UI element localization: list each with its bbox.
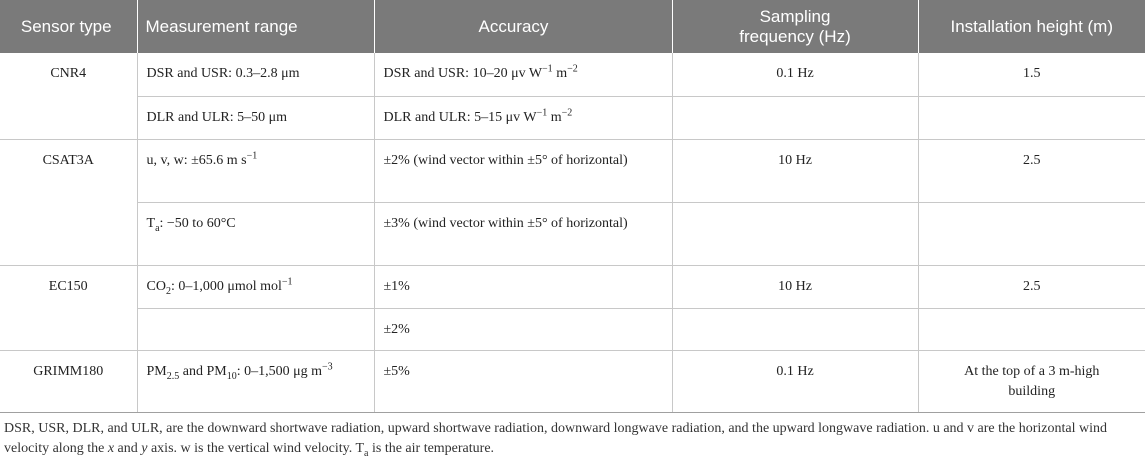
cell-frequency-empty <box>672 96 919 140</box>
superscript: −1 <box>542 63 553 75</box>
footnote-text: axis. w is the vertical wind velocity. T <box>147 441 365 456</box>
header-installation-height: Installation height (m) <box>917 0 1145 53</box>
cell-height: 2.5 <box>918 139 1145 203</box>
table-footnote: DSR, USR, DLR, and ULR, are the downward… <box>0 413 1145 459</box>
footnote-text: and <box>114 441 142 456</box>
table-row: CNR4 DSR and USR: 0.3–2.8 μm DSR and USR… <box>0 53 1145 140</box>
superscript: −2 <box>561 107 573 119</box>
cell-sensor-csat3a: CSAT3A <box>0 139 138 266</box>
cell-frequency: 10 Hz <box>672 265 919 309</box>
superscript: −1 <box>281 276 293 288</box>
cell-sensor-ec150: EC150 <box>0 265 138 351</box>
cell-range: DLR and ULR: 5–50 μm <box>137 96 375 140</box>
subscript: a <box>155 222 160 234</box>
subscript: 10 <box>226 370 237 382</box>
text: DSR and USR: 10–20 μv W <box>383 66 543 81</box>
cell-height: 2.5 <box>918 265 1145 309</box>
footnote-text: DSR, USR, DLR, and ULR, are the downward… <box>4 421 1107 456</box>
subscript: 2.5 <box>166 370 180 382</box>
header-measurement-range: Measurement range <box>136 0 375 53</box>
cell-accuracy: ±3% (wind vector within ±5° of horizonta… <box>374 202 673 266</box>
cell-sensor-grimm180: GRIMM180 <box>0 350 138 413</box>
table-row: Ta: −50 to 60°C ±3% (wind vector within … <box>0 202 1145 266</box>
table-row: ±2% <box>0 308 1145 351</box>
text: m <box>552 66 568 81</box>
text: PM <box>146 364 167 379</box>
table-row: GRIMM180 PM2.5 and PM10: 0–1,500 μg m−3 … <box>0 350 1145 413</box>
cell-frequency: 10 Hz <box>672 139 919 203</box>
cell-range: DSR and USR: 0.3–2.8 μm <box>137 53 375 97</box>
cell-range: Ta: −50 to 60°C <box>137 202 375 266</box>
footnote-text: is the air temperature. <box>368 441 495 456</box>
cell-height: At the top of a 3 m-high building <box>918 350 1145 413</box>
table-row: EC150 CO2: 0–1,000 μmol mol−1 ±1% 10 Hz … <box>0 265 1145 351</box>
header-sampling-frequency: Sampling frequency (Hz) <box>671 0 919 53</box>
cell-accuracy: ±5% <box>374 350 673 413</box>
text: u, v, w: ±65.6 m s <box>146 153 247 168</box>
table-row: DLR and ULR: 5–50 μm DLR and ULR: 5–15 μ… <box>0 96 1145 140</box>
superscript: −2 <box>567 63 578 75</box>
sensor-specification-table: Sensor type Measurement range Accuracy S… <box>0 0 1145 413</box>
header-row: Sensor type Measurement range Accuracy S… <box>0 0 1145 53</box>
footnote-x: x <box>107 441 115 456</box>
cell-height: 1.5 <box>918 53 1145 97</box>
superscript: −1 <box>246 150 258 162</box>
cell-height-empty <box>918 308 1145 351</box>
header-accuracy: Accuracy <box>373 0 673 53</box>
text: : 0–1,500 μg m <box>236 364 322 379</box>
text: and PM <box>179 364 227 379</box>
cell-accuracy: ±2% <box>374 308 673 351</box>
cell-accuracy: ±1% <box>374 265 673 309</box>
cell-frequency-empty <box>672 308 919 351</box>
text: : 0–1,000 μmol mol <box>170 279 282 294</box>
cell-height-empty <box>918 96 1145 140</box>
text: T <box>146 216 156 231</box>
table-body: CNR4 DSR and USR: 0.3–2.8 μm DSR and USR… <box>0 53 1145 413</box>
cell-range: u, v, w: ±65.6 m s−1 <box>137 139 375 203</box>
table-row: CSAT3A u, v, w: ±65.6 m s−1 ±2% (wind ve… <box>0 139 1145 266</box>
table-header: Sensor type Measurement range Accuracy S… <box>0 0 1145 53</box>
text: : −50 to 60°C <box>159 216 236 231</box>
header-sensor-type: Sensor type <box>0 0 138 53</box>
superscript: −1 <box>536 107 548 119</box>
cell-range-empty <box>137 308 375 351</box>
text: m <box>547 110 562 125</box>
subscript: a <box>364 447 369 459</box>
cell-frequency-empty <box>672 202 919 266</box>
cell-height-empty <box>918 202 1145 266</box>
cell-frequency: 0.1 Hz <box>672 350 919 413</box>
cell-sensor-cnr4: CNR4 <box>0 53 138 140</box>
footnote-y: y <box>141 441 148 456</box>
cell-accuracy: DLR and ULR: 5–15 μv W−1 m−2 <box>374 96 673 140</box>
text: DLR and ULR: 5–15 μv W <box>383 110 537 125</box>
cell-frequency: 0.1 Hz <box>672 53 919 97</box>
cell-accuracy: DSR and USR: 10–20 μv W−1 m−2 <box>374 53 673 97</box>
cell-accuracy: ±2% (wind vector within ±5° of horizonta… <box>374 139 673 203</box>
cell-range: CO2: 0–1,000 μmol mol−1 <box>137 265 375 309</box>
cell-range: PM2.5 and PM10: 0–1,500 μg m−3 <box>137 350 375 413</box>
subscript: 2 <box>165 285 171 297</box>
text: CO <box>146 279 166 294</box>
superscript: −3 <box>321 361 333 373</box>
